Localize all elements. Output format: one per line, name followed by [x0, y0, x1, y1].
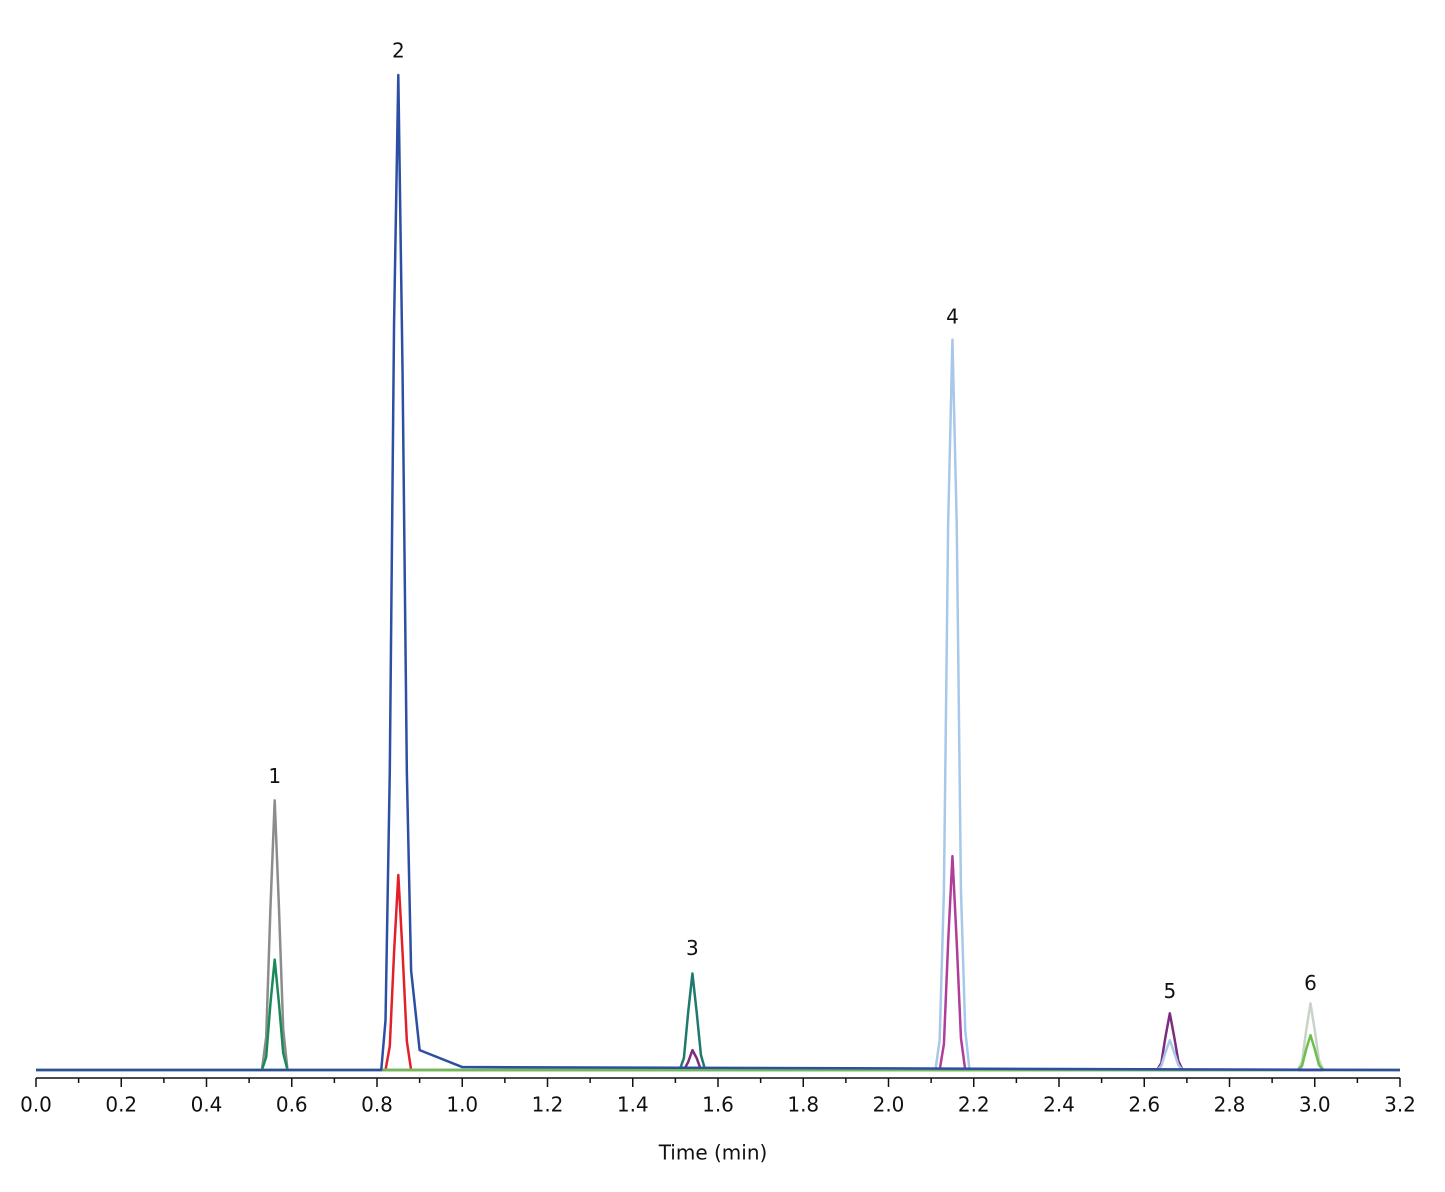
x-tick-label: 2.4: [1043, 1093, 1075, 1117]
x-tick-label: 1.6: [702, 1093, 734, 1117]
peak-label: 4: [946, 304, 959, 328]
x-tick-label: 2.6: [1128, 1093, 1160, 1117]
trace: [36, 873, 1400, 1072]
trace: [36, 1012, 1400, 1072]
trace: [36, 1033, 1400, 1072]
x-tick-label: 0.2: [105, 1093, 137, 1117]
x-tick-label: 1.2: [532, 1093, 564, 1117]
x-tick-label: 0.0: [20, 1093, 52, 1117]
x-tick-label: 1.4: [617, 1093, 649, 1117]
trace: [36, 958, 1400, 1072]
peak-label: 3: [686, 936, 699, 960]
x-tick-label: 3.2: [1384, 1093, 1416, 1117]
x-axis-label: Time (min): [658, 1141, 768, 1165]
trace: [36, 73, 1401, 1072]
x-tick-label: 0.4: [191, 1093, 223, 1117]
x-tick-label: 1.8: [787, 1093, 819, 1117]
x-tick-label: 1.0: [446, 1093, 478, 1117]
x-tick-label: 3.0: [1299, 1093, 1331, 1117]
trace: [36, 854, 1400, 1072]
peak-label: 5: [1163, 979, 1176, 1003]
x-tick-label: 2.2: [958, 1093, 990, 1117]
trace: [36, 799, 1400, 1072]
trace: [36, 338, 1400, 1072]
peak-label: 2: [392, 39, 405, 63]
peak-label: 6: [1304, 971, 1317, 995]
peak-label: 1: [268, 764, 281, 788]
x-tick-label: 0.6: [276, 1093, 308, 1117]
trace: [36, 972, 1400, 1072]
x-tick-label: 2.8: [1214, 1093, 1246, 1117]
x-tick-label: 0.8: [361, 1093, 393, 1117]
x-tick-label: 2.0: [873, 1093, 905, 1117]
trace: [36, 1002, 1400, 1072]
